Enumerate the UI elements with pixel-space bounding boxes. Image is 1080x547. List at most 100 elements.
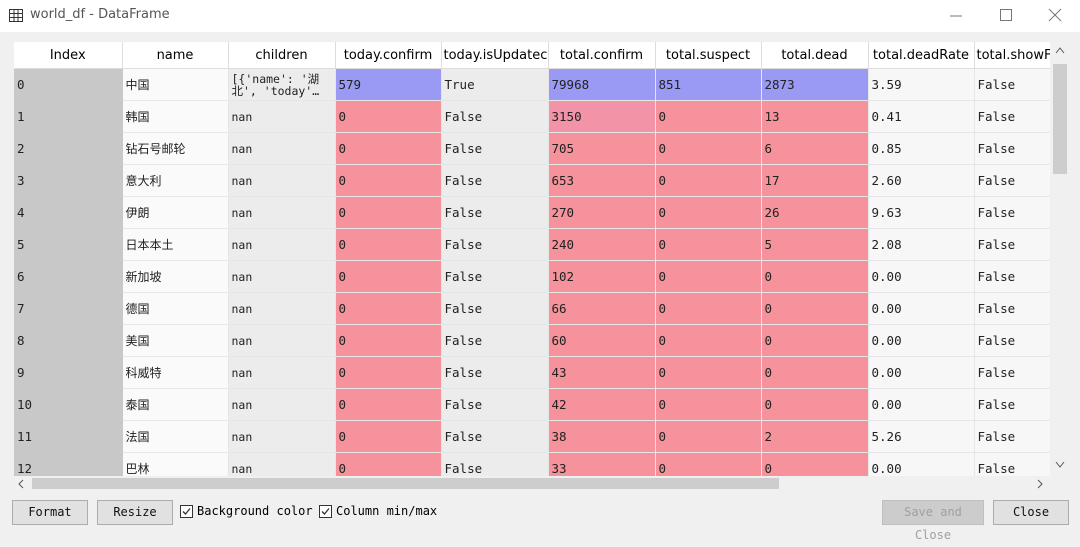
table-cell: 0 (761, 292, 869, 325)
table-cell: 11 (14, 420, 123, 453)
table-cell: nan (228, 292, 336, 325)
table-cell: 0 (335, 100, 442, 133)
table-cell: False (974, 196, 1050, 229)
table-cell: 0 (655, 228, 762, 261)
table-cell: 240 (548, 228, 656, 261)
table-cell: nan (228, 196, 336, 229)
table-cell: 0.00 (868, 260, 975, 293)
table-cell: 0 (335, 292, 442, 325)
table-cell: False (974, 324, 1050, 357)
table-cell: 日本本土 (122, 228, 229, 261)
table-cell: False (441, 132, 549, 165)
data-grid: Index name children today.confirm today.isUp… (14, 42, 1050, 476)
table-row: 0 中国 [{'name': '湖北', 'today'… 579 True 79968 8… (14, 68, 1050, 101)
table-cell: 0 (761, 388, 869, 421)
table-cell: False (441, 100, 549, 133)
table-row: 9 科威特 nan 0 False 43 0 0 0.00 False (14, 356, 1050, 389)
column-header[interactable]: name (122, 42, 229, 69)
background-color-checkbox[interactable]: Background color (180, 502, 313, 520)
table-cell: 4 (14, 196, 123, 229)
table-cell: 3150 (548, 100, 656, 133)
table-cell: False (441, 420, 549, 453)
table-cell: 泰国 (122, 388, 229, 421)
table-cell: False (974, 164, 1050, 197)
table-cell: nan (228, 388, 336, 421)
table-cell: 851 (655, 68, 762, 101)
table-cell: False (974, 420, 1050, 453)
table-cell: 0.00 (868, 388, 975, 421)
table-cell: 2.60 (868, 164, 975, 197)
table-cell: 60 (548, 324, 656, 357)
table-cell: 0 (761, 324, 869, 357)
table-cell: False (974, 100, 1050, 133)
table-cell: 5 (761, 228, 869, 261)
table-row: 10 泰国 nan 0 False 42 0 0 0.00 False (14, 388, 1050, 421)
table-cell: False (974, 452, 1050, 476)
checkbox (319, 504, 332, 518)
table-cell: 6 (14, 260, 123, 293)
table-cell: 0 (655, 452, 762, 476)
table-cell: 0 (761, 260, 869, 293)
table-cell: 10 (14, 388, 123, 421)
table-row: 7 德国 nan 0 False 66 0 0 0.00 False (14, 292, 1050, 325)
table-cell: 42 (548, 388, 656, 421)
table-cell: 653 (548, 164, 656, 197)
table-cell: nan (228, 356, 336, 389)
table-cell: 0 (655, 164, 762, 197)
table-cell: nan (228, 100, 336, 133)
column-header[interactable]: children (228, 42, 336, 69)
window-controls[interactable] (945, 6, 1075, 26)
table-cell: False (441, 260, 549, 293)
column-header[interactable]: Index (14, 42, 123, 69)
vertical-scrollbar[interactable] (1050, 42, 1070, 476)
column-header[interactable]: total.dead (761, 42, 869, 69)
table-cell: nan (228, 260, 336, 293)
scrollbar-graphic (18, 478, 1043, 489)
column-header[interactable]: total.showF (974, 42, 1050, 69)
column-header[interactable]: total.suspect (655, 42, 762, 69)
table-cell: 0 (335, 132, 442, 165)
table-cell: 0 (655, 420, 762, 453)
table-cell: 0 (655, 324, 762, 357)
resize-button[interactable]: Resize (97, 500, 173, 525)
table-cell: 0 (655, 196, 762, 229)
table-cell: 5 (14, 228, 123, 261)
save-and-close-button[interactable]: Save and Close (882, 500, 984, 542)
table-cell: nan (228, 420, 336, 453)
table-row: 2 钻石号邮轮 nan 0 False 705 0 6 0.85 False (14, 132, 1050, 165)
table-cell: 7 (14, 292, 123, 325)
table-cell: False (974, 68, 1050, 101)
table-cell: 钻石号邮轮 (122, 132, 229, 165)
column-header[interactable]: total.confirm (548, 42, 656, 69)
table-cell: 0 (335, 324, 442, 357)
checkbox-label: Column min/max (336, 504, 438, 518)
table-cell: 705 (548, 132, 656, 165)
column-min-max-checkbox[interactable]: Column min/max (319, 502, 437, 520)
title-bar: world_df - DataFrame (0, 0, 1080, 32)
table-row: 12 巴林 nan 0 False 33 0 0 0.00 False (14, 452, 1050, 476)
horizontal-scrollbar[interactable] (14, 476, 1070, 491)
table-cell: 12 (14, 452, 123, 476)
table-row: 11 法国 nan 0 False 38 0 2 5.26 False (14, 420, 1050, 453)
table-cell: 0 (335, 356, 442, 389)
format-button[interactable]: Format (12, 500, 88, 525)
table-body: 0 中国 [{'name': '湖北', 'today'… 579 True 79968 8… (14, 68, 1050, 476)
table-cell: 43 (548, 356, 656, 389)
table-cell: False (974, 260, 1050, 293)
table-cell: 0.00 (868, 324, 975, 357)
table-cell: 0.00 (868, 452, 975, 476)
table-cell: 新加坡 (122, 260, 229, 293)
close-button[interactable]: Close (993, 500, 1069, 525)
table-cell: 79968 (548, 68, 656, 101)
table-cell: nan (228, 164, 336, 197)
table-cell: True (441, 68, 549, 101)
table-cell: 0 (335, 420, 442, 453)
column-header[interactable]: total.deadRate (868, 42, 975, 69)
table-icon (9, 9, 23, 22)
table-cell: 13 (761, 100, 869, 133)
table-cell: 巴林 (122, 452, 229, 476)
column-header[interactable]: today.confirm (335, 42, 442, 69)
table-cell: 3.59 (868, 68, 975, 101)
column-header[interactable]: today.isUpdatec (441, 42, 549, 69)
